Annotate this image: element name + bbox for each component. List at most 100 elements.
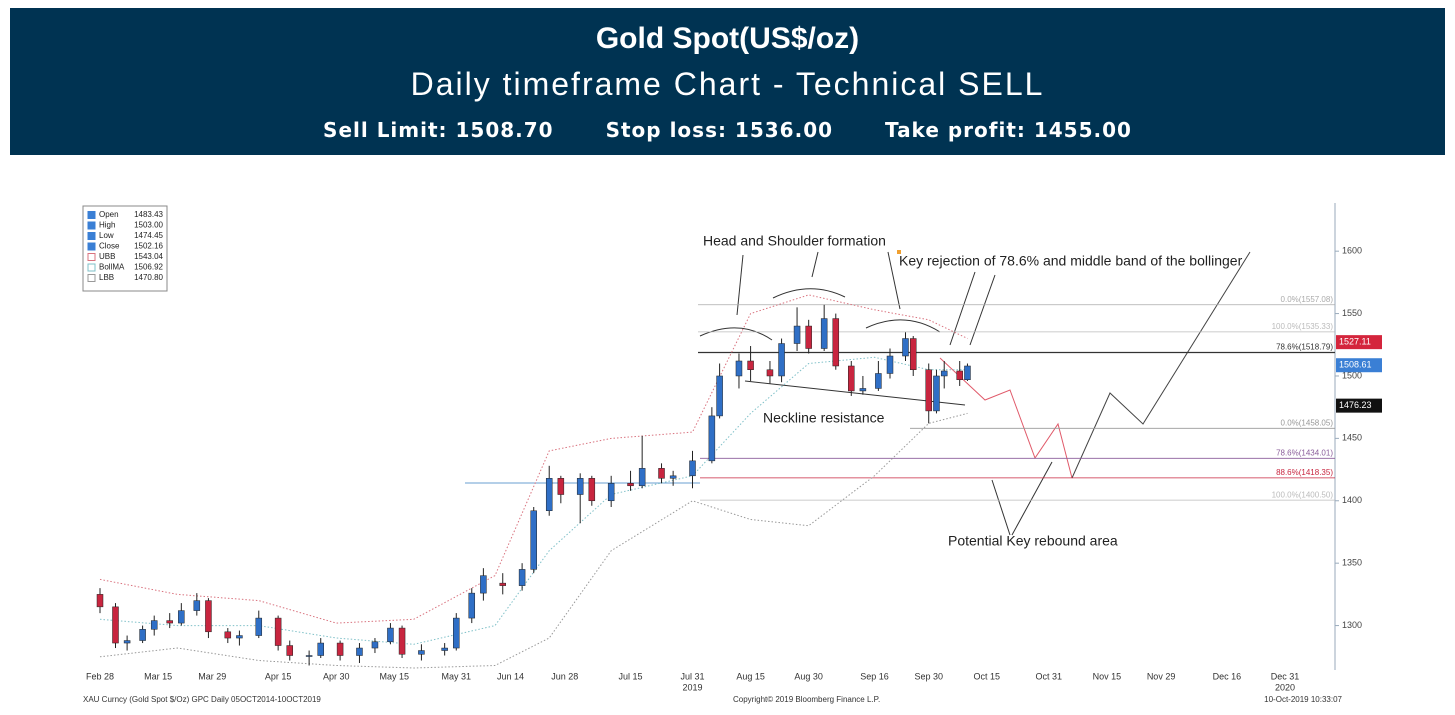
candle-body [778,343,785,377]
candle-body [224,631,232,639]
candle-body [708,415,716,462]
annotation: Potential Key rebound area [948,533,1118,549]
y-tick-label: 1350 [1342,558,1362,568]
candle-body [902,338,909,357]
candle-body [112,606,119,644]
arrow [736,254,744,316]
legend-name: UBB [99,252,115,261]
candle-body [166,620,173,624]
x-tick-label: May 15 [380,671,410,681]
x-tick-label: Jul 15 [619,671,643,681]
x-tick-label: Mar 29 [198,671,226,681]
candle-body [886,355,894,374]
candle-body [139,629,146,641]
x-tick-label: Aug 15 [736,671,765,681]
candle-body [848,365,855,392]
candle-body [178,610,185,624]
candle-body [441,647,448,651]
candle-body [588,478,596,502]
candle-body [638,468,646,487]
candle-body [925,369,932,412]
candle-body [627,483,634,487]
legend-swatch [87,211,96,219]
footer-copyright: Copyright© 2019 Bloomberg Finance L.P. [733,695,880,704]
y-tick-label: 1550 [1342,308,1362,318]
legend-name: Open [99,210,119,219]
x-tick-label: Aug 30 [794,671,823,681]
candle-body [832,318,840,367]
y-tick-label: 1450 [1342,433,1362,443]
candle-body [875,373,882,389]
candle-body [387,627,394,643]
legend-value: 1502.16 [134,242,163,251]
marker [897,250,901,254]
price-tag [1336,398,1382,413]
candle-body [499,582,506,586]
candle-body [356,647,363,656]
subtitle: Daily timeframe Chart - Technical SELL [410,66,1045,102]
candle-body [669,475,677,479]
x-tick-label: Dec 31 [1271,671,1300,681]
price-tag [1336,358,1382,373]
x-tick-label: Oct 15 [974,671,1001,681]
candle-body [859,388,867,392]
candle-body [150,620,158,630]
legend-name: High [99,221,115,230]
legend-value: 1474.45 [134,231,163,240]
projection-path [939,357,1073,479]
legend-name: Low [99,231,114,240]
candle-body [658,468,665,479]
fib-label: 78.6%(1434.01) [1276,448,1333,457]
legend-swatch [87,263,96,272]
candle-body [747,360,754,370]
legend-swatch [87,221,96,230]
price-tag-label: 1508.61 [1339,360,1372,370]
x-tick-label: Sep 30 [914,671,943,681]
candle-body [933,375,940,412]
right-shoulder [865,319,941,333]
arrow [991,479,1011,536]
fib-label: 0.0%(1557.08) [1281,295,1334,304]
legend-name: BollMA [99,263,125,272]
x-tick-label: Dec 16 [1213,671,1242,681]
x-tick-label: Jul 31 [680,671,704,681]
sell-limit: Sell Limit: 1508.70 [323,118,554,142]
stop-loss: Stop loss: 1536.00 [605,118,834,142]
arrow [887,251,901,310]
fib-label: 78.6%(1518.79) [1276,343,1333,352]
candle-body [96,594,104,608]
annotation: Neckline resistance [763,410,885,426]
projection-path [1071,251,1251,479]
price-tag [1336,335,1382,350]
arrow [811,251,819,278]
candle-body [735,360,743,377]
candle-body [940,370,948,377]
head [772,288,846,299]
x-tick-label: Sep 16 [860,671,889,681]
annotation: Key rejection of 78.6% and middle band o… [899,253,1243,269]
legend [82,205,168,292]
candle-body [793,325,801,344]
candle-body [453,617,460,649]
take-profit: Take profit: 1455.00 [885,118,1132,142]
legend-value: 1506.92 [134,263,163,272]
candle-body [956,370,963,380]
candle-body [576,478,584,495]
bollinger-band [99,356,968,645]
year-label: 2020 [1275,682,1295,692]
title: Gold Spot(US$/oz) [595,22,860,55]
candle-body [964,365,971,380]
bollinger-band [99,294,968,624]
candle-body [545,478,553,512]
fib-label: 100.0%(1535.33) [1272,322,1334,331]
candle-body [193,600,201,611]
x-tick-label: May 31 [442,671,472,681]
candle-body [557,478,565,495]
legend-value: 1503.00 [134,221,163,230]
candle-body [274,617,282,646]
candle-body [305,655,313,657]
candle-body [255,617,263,636]
annotation-shapes [699,251,1251,536]
